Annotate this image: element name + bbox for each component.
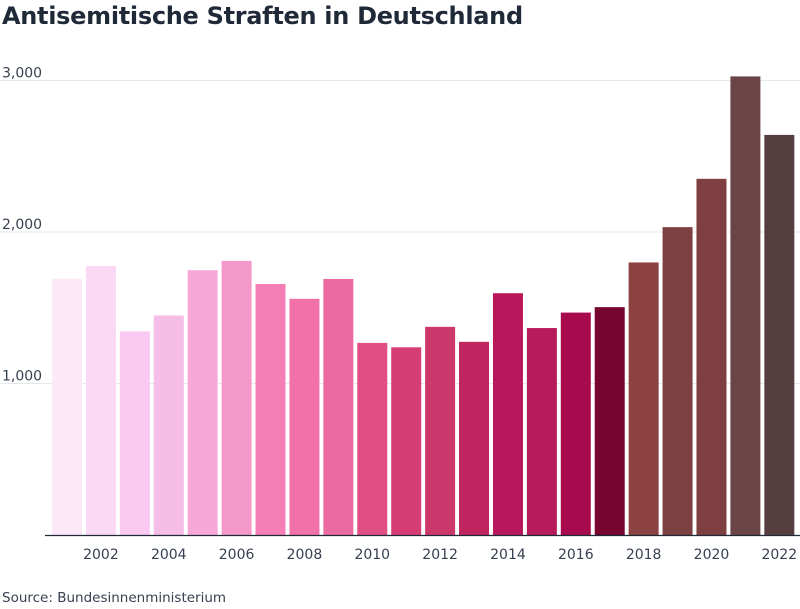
bar-2018 [628,262,659,535]
bar-2006 [221,260,252,535]
bar-2005 [187,270,218,535]
x-tick-label: 2018 [626,547,662,563]
x-tick-label: 2014 [490,547,526,563]
bar-2007 [255,283,286,535]
bar-2012 [425,326,456,535]
bars [52,76,795,535]
x-tick-label: 2008 [287,547,323,563]
y-tick-label: 2,000 [2,217,42,233]
y-tick-label: 1,000 [2,369,42,385]
chart-title: Antisemitische Straften in Deutschland [2,2,523,30]
bar-2017 [594,307,625,535]
x-tick-label: 2006 [219,547,255,563]
x-axis-ticks: 2002 2004 2006 2008 2010 2012 2014 2016 2018 2020… [83,547,797,563]
bar-2020 [696,178,727,535]
x-tick-label: 2020 [694,547,730,563]
bar-2014 [492,293,523,535]
bar-2019 [662,227,693,535]
x-tick-label: 2012 [422,547,458,563]
bar-2015 [526,328,557,535]
bar-2016 [560,312,591,535]
bar-2013 [459,341,490,535]
bar-2010 [357,342,388,535]
bar-2003 [119,331,150,535]
bar-2001 [52,278,82,535]
x-tick-label: 2004 [151,547,187,563]
x-tick-label: 2022 [761,547,797,563]
x-tick-label: 2016 [558,547,594,563]
x-tick-label: 2010 [354,547,390,563]
bar-2011 [391,347,422,535]
bar-2004 [153,315,184,535]
bar-2021 [730,76,761,535]
bar-2022 [764,134,795,535]
bar-2008 [289,298,320,535]
y-tick-label: 3,000 [2,66,42,82]
bar-2002 [85,266,116,535]
y-axis-ticks: 1,000 2,000 3,000 [2,66,42,385]
x-tick-label: 2002 [83,547,119,563]
bar-2009 [323,278,354,535]
source-note: Source: Bundesinnenministerium [2,590,227,606]
